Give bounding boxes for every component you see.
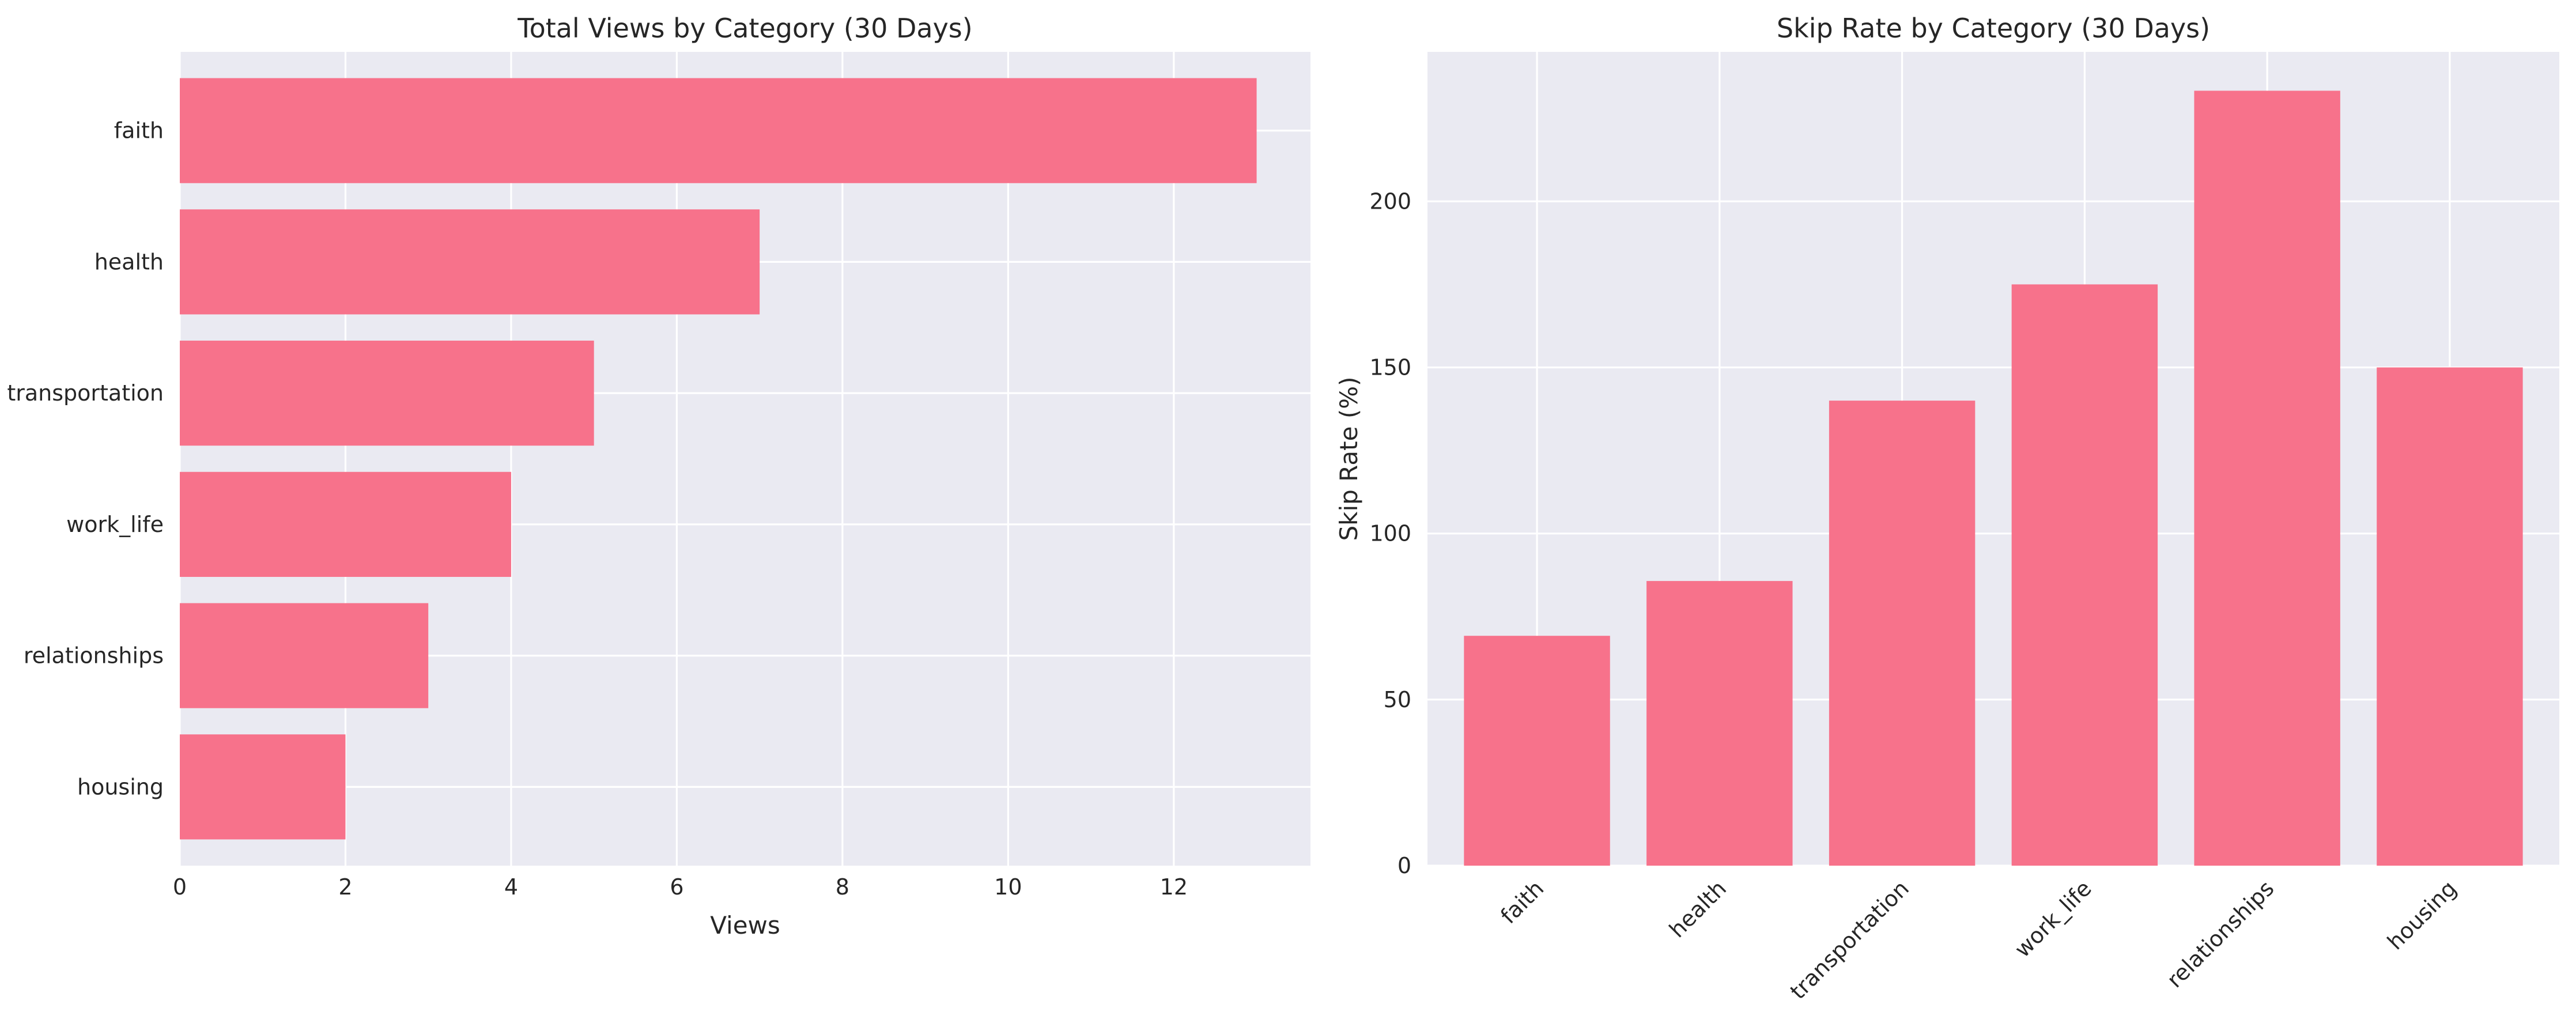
views-y-tick-label: work_life <box>66 512 164 537</box>
views-bars <box>180 78 1257 840</box>
views-bar-faith <box>180 78 1257 183</box>
skip-rate-bar-housing <box>2377 367 2523 866</box>
views-chart-title: Total Views by Category (30 Days) <box>517 13 972 44</box>
skip-rate-y-tick-label: 150 <box>1369 355 1411 380</box>
skip-rate-chart: faith health transportation work_life relati… <box>1335 13 2559 1004</box>
views-bar-health <box>180 209 760 315</box>
views-y-tick-label: relationships <box>24 643 164 669</box>
views-chart: 0 2 4 6 8 10 12 faith health transportation work_… <box>7 13 1310 939</box>
skip-rate-x-ticks: faith health transportation work_life relati… <box>1495 875 2461 1004</box>
skip-rate-bar-faith <box>1464 636 1610 866</box>
skip-rate-x-tick-label: faith <box>1495 875 1548 928</box>
skip-rate-plot-area <box>1427 52 2559 866</box>
views-x-tick-label: 10 <box>994 874 1022 900</box>
views-x-axis-label: Views <box>710 911 780 939</box>
skip-rate-bar-health <box>1646 581 1793 866</box>
views-x-tick-label: 12 <box>1160 874 1188 900</box>
skip-rate-y-tick-label: 200 <box>1369 188 1411 214</box>
views-y-tick-label: housing <box>77 774 164 799</box>
skip-rate-x-tick-label: transportation <box>1785 875 1914 1004</box>
skip-rate-y-axis-label: Skip Rate (%) <box>1335 377 1363 541</box>
skip-rate-x-tick-label: housing <box>2382 875 2461 954</box>
skip-rate-y-tick-label: 100 <box>1369 521 1411 546</box>
skip-rate-chart-title: Skip Rate by Category (30 Days) <box>1777 13 2210 44</box>
views-bar-relationships <box>180 603 429 708</box>
skip-rate-bar-work-life <box>2011 284 2158 866</box>
views-y-tick-label: transportation <box>7 380 164 406</box>
views-y-tick-label: faith <box>114 118 164 144</box>
views-bar-work-life <box>180 471 511 577</box>
skip-rate-y-tick-label: 50 <box>1384 687 1411 712</box>
skip-rate-x-tick-label: work_life <box>2010 875 2097 962</box>
skip-rate-bar-relationships <box>2194 90 2340 866</box>
skip-rate-bar-transportation <box>1829 401 1976 866</box>
views-x-tick-label: 0 <box>173 874 187 900</box>
views-x-tick-label: 8 <box>836 874 849 900</box>
views-x-tick-label: 6 <box>670 874 683 900</box>
views-x-tick-label: 4 <box>504 874 518 900</box>
skip-rate-y-ticks: 0 50 100 150 200 <box>1369 188 1411 878</box>
views-plot-area <box>180 52 1310 866</box>
views-x-tick-label: 2 <box>338 874 352 900</box>
skip-rate-bars <box>1464 90 2523 866</box>
views-y-ticks: faith health transportation work_liferelati… <box>7 118 164 800</box>
skip-rate-x-tick-label: health <box>1664 875 1731 942</box>
views-bar-housing <box>180 734 346 840</box>
skip-rate-y-tick-label: 0 <box>1397 853 1411 878</box>
views-x-ticks: 0 2 4 6 8 10 12 <box>173 874 1188 900</box>
views-y-tick-label: health <box>95 249 164 274</box>
skip-rate-x-tick-label: relationships <box>2162 875 2279 992</box>
views-bar-transportation <box>180 341 594 446</box>
